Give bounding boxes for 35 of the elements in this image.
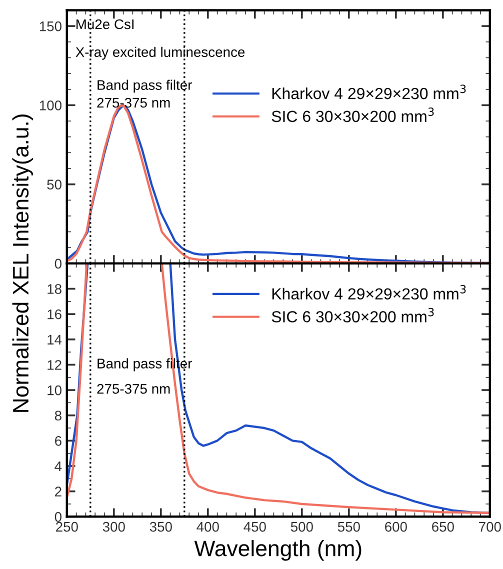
y-tick-label: 4 (54, 461, 62, 472)
x-tick-label: 650 (432, 522, 454, 532)
legend-label: SIC 6 30×30×200 mm$^{3}$ (272, 107, 434, 122)
legend-label: Kharkov 4 29×29×230 mm$^{3}$ (272, 284, 466, 300)
y-tick-label: 6 (55, 436, 62, 446)
annotation: X-ray excited luminescence (76, 46, 245, 60)
x-tick-label: 250 (56, 522, 78, 532)
legend-label: Kharkov 4 29×29×230 mm$^{3}$ (272, 84, 466, 100)
annotation: 275-375 nm (97, 98, 170, 108)
y-axis-title: Normalized XEL Intensity(a.u.) (12, 114, 33, 412)
x-tick-label: 350 (150, 522, 172, 532)
y-tick-label: 150 (40, 21, 62, 32)
x-tick-label: 300 (102, 522, 125, 532)
annotation: Band pass filter (98, 80, 192, 93)
y-tick-label: 50 (47, 180, 62, 190)
y-tick-label: 16 (48, 309, 62, 320)
y-tick-label: 100 (40, 100, 62, 110)
x-tick-label: 500 (290, 522, 313, 532)
y-tick-label: 12 (48, 360, 62, 370)
y-tick-label: 14 (48, 334, 62, 344)
annotation: Mu2e CsI (76, 19, 134, 30)
y-tick-label: 18 (48, 284, 62, 294)
x-tick-label: 450 (244, 522, 266, 532)
x-tick-label: 700 (479, 522, 501, 532)
x-axis-title: Wavelength (nm) (194, 540, 362, 561)
x-tick-label: 600 (385, 522, 407, 532)
legend-label: SIC 6 30×30×200 mm$^{3}$ (272, 308, 434, 322)
x-tick-label: 400 (196, 522, 219, 532)
y-tick-label: 0 (54, 258, 62, 269)
y-tick-label: 8 (54, 410, 62, 421)
x-tick-label: 550 (338, 522, 360, 532)
y-tick-label: 0 (54, 512, 62, 522)
y-tick-label: 10 (48, 385, 62, 396)
annotation: 275-375 nm (97, 384, 170, 394)
y-tick-label: 2 (55, 486, 62, 496)
